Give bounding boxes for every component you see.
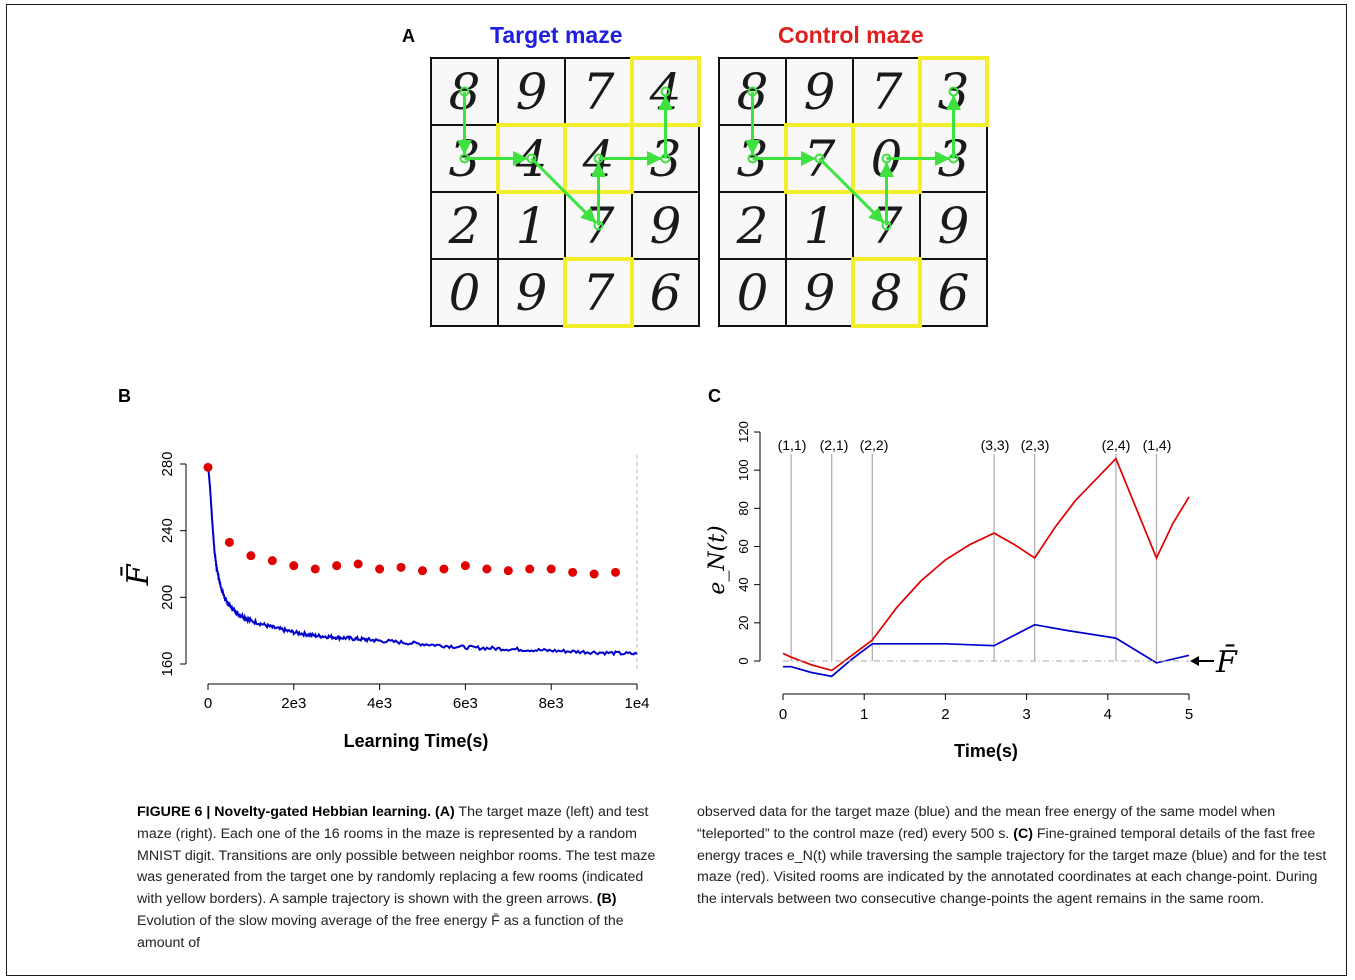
target-room: 4 (499, 126, 564, 191)
caption-b-text-cont: observed data for the target maze (blue)… (697, 804, 1276, 842)
target-room: 8 (432, 59, 497, 124)
panel-a-letter: A (402, 26, 415, 46)
panel-b-letter: B (118, 386, 131, 406)
target-room: 4 (633, 59, 698, 124)
caption-a-text: The target maze (left) and test maze (ri… (137, 804, 656, 908)
control-room: 8 (720, 59, 785, 124)
target-room: 4 (566, 126, 631, 191)
control-room: 3 (720, 126, 785, 191)
caption-column-2: observed data for the target maze (blue)… (697, 802, 1337, 911)
caption-figure-label: FIGURE 6 | Novelty-gated Hebbian learnin… (137, 804, 432, 820)
caption-b-tag: (B) (596, 891, 617, 908)
target-room: 7 (566, 260, 631, 325)
control-room: 2 (720, 193, 785, 258)
control-room: 0 (854, 126, 919, 191)
target-room: 7 (566, 59, 631, 124)
control-room: 1 (787, 193, 852, 258)
target-maze-title: Target maze (490, 22, 623, 48)
target-room: 9 (633, 193, 698, 258)
control-room: 3 (921, 59, 986, 124)
control-room: 6 (921, 260, 986, 325)
control-room: 9 (921, 193, 986, 258)
target-room: 7 (566, 193, 631, 258)
control-room: 7 (854, 59, 919, 124)
control-maze-title: Control maze (778, 22, 924, 48)
target-room: 2 (432, 193, 497, 258)
caption-c-text: Fine-grained temporal details of the fas… (697, 825, 1327, 908)
target-room: 9 (499, 59, 564, 124)
control-room: 9 (787, 260, 852, 325)
panel-c-letter: C (708, 386, 721, 406)
caption-column-1: FIGURE 6 | Novelty-gated Hebbian learnin… (137, 802, 663, 955)
target-room: 9 (499, 260, 564, 325)
target-room: 3 (633, 126, 698, 191)
control-room: 9 (787, 59, 852, 124)
target-room: 6 (633, 260, 698, 325)
target-room: 3 (432, 126, 497, 191)
target-room: 1 (499, 193, 564, 258)
figure-frame (6, 4, 1347, 976)
caption-b-text: Evolution of the slow moving average of … (137, 912, 624, 951)
target-room: 0 (432, 260, 497, 325)
control-room: 8 (854, 260, 919, 325)
control-room: 0 (720, 260, 785, 325)
control-room: 3 (921, 126, 986, 191)
control-room: 7 (854, 193, 919, 258)
caption-a-tag: (A) (435, 804, 455, 820)
control-room: 7 (787, 126, 852, 191)
caption-c-tag: (C) (1013, 825, 1033, 842)
